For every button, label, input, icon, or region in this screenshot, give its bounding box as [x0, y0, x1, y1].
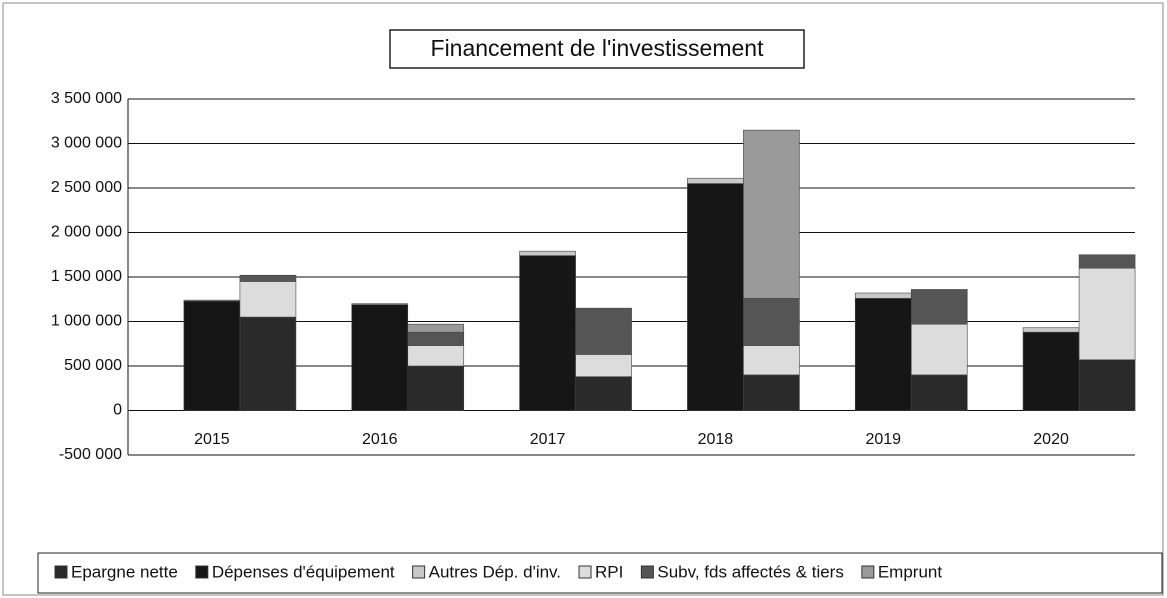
bar-segment [1078, 359, 1136, 411]
bar-segment [743, 345, 800, 376]
bar-segment [183, 299, 241, 302]
bar-segment [351, 304, 409, 411]
bar-segment [687, 183, 744, 411]
bar-segment [407, 331, 465, 346]
y-tick-label: 2 500 000 [51, 179, 122, 196]
y-tick-label: 1 000 000 [51, 313, 122, 330]
bar-segment [407, 323, 465, 333]
bar-segment [687, 177, 744, 184]
legend-swatch [195, 565, 209, 579]
x-tick-label: 2020 [1033, 431, 1069, 448]
legend-swatch [412, 565, 426, 579]
legend-label: Autres Dép. d'inv. [429, 562, 561, 581]
legend-label: RPI [595, 562, 623, 581]
x-tick-label: 2017 [530, 431, 566, 448]
y-tick-label: 2 000 000 [51, 224, 122, 241]
bar-segment [854, 298, 912, 411]
bar-segment [575, 376, 632, 411]
bar-segment [1022, 331, 1080, 411]
chart-title: Financement de l'investissement [431, 35, 765, 61]
bar-segment [351, 303, 409, 305]
bar-segment [743, 129, 800, 299]
legend-label: Subv, fds affectés & tiers [657, 562, 843, 581]
y-tick-label: 500 000 [64, 357, 122, 374]
bar-segment [239, 316, 297, 411]
bar-segment [1022, 327, 1080, 333]
legend-swatch [640, 565, 654, 579]
legend-label: Emprunt [878, 562, 943, 581]
legend-label: Epargne nette [71, 562, 178, 581]
bar-segment [854, 292, 912, 299]
y-tick-label: 3 500 000 [51, 90, 122, 107]
legend-swatch [578, 565, 592, 579]
bar-segment [910, 374, 968, 411]
bar-segment [743, 298, 800, 346]
bar-segment [519, 255, 576, 411]
bar-segment [239, 281, 297, 318]
bar-segment [407, 345, 465, 367]
legend-box [37, 552, 1163, 594]
y-tick-label: 0 [113, 402, 122, 419]
bar-segment [910, 289, 968, 325]
bar-segment [1078, 254, 1136, 269]
x-tick-label: 2019 [865, 431, 901, 448]
bar-segment [239, 274, 297, 282]
bar-segment [575, 354, 632, 377]
legend-swatch [861, 565, 875, 579]
x-tick-label: 2015 [194, 431, 230, 448]
legend-swatch [54, 565, 68, 579]
y-tick-label: -500 000 [59, 446, 122, 463]
bar-segment [743, 374, 800, 411]
bar-segment [575, 307, 632, 355]
title-box [389, 29, 805, 69]
bar-segment [183, 300, 241, 411]
x-tick-label: 2018 [698, 431, 734, 448]
bar-segment [519, 250, 576, 256]
bar-segment [910, 323, 968, 376]
bar-segment [407, 365, 465, 411]
x-tick-label: 2016 [362, 431, 398, 448]
y-tick-label: 1 500 000 [51, 268, 122, 285]
y-tick-label: 3 000 000 [51, 135, 122, 152]
legend-label: Dépenses d'équipement [212, 562, 395, 581]
bar-segment [1078, 267, 1136, 361]
